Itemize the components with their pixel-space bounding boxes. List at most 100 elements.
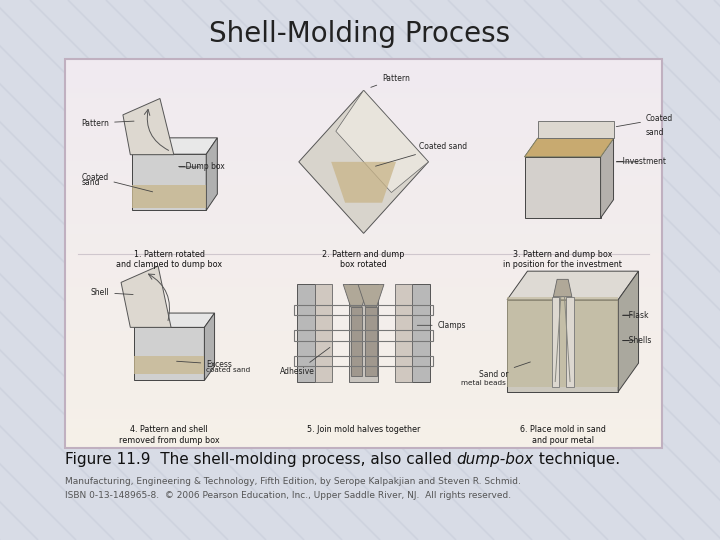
Bar bbox=[65, 399, 662, 404]
Polygon shape bbox=[554, 279, 572, 296]
Text: —Investment: —Investment bbox=[616, 157, 667, 166]
Text: —Dump box: —Dump box bbox=[179, 163, 225, 172]
Polygon shape bbox=[134, 313, 215, 327]
Bar bbox=[65, 384, 662, 390]
Text: sand: sand bbox=[646, 129, 665, 137]
Bar bbox=[412, 285, 431, 381]
Bar bbox=[65, 423, 662, 429]
Bar bbox=[348, 285, 379, 381]
Bar bbox=[65, 83, 662, 89]
Polygon shape bbox=[525, 157, 600, 218]
Bar bbox=[65, 151, 662, 157]
Text: metal beads: metal beads bbox=[461, 380, 505, 386]
Bar bbox=[65, 287, 662, 293]
Text: Shell-Molding Process: Shell-Molding Process bbox=[210, 20, 510, 48]
Bar bbox=[65, 219, 662, 225]
Bar bbox=[552, 296, 559, 387]
Bar bbox=[65, 355, 662, 361]
Bar bbox=[65, 117, 662, 123]
Text: 3. Pattern and dump box
in position for the investment: 3. Pattern and dump box in position for … bbox=[503, 249, 622, 269]
Bar bbox=[65, 146, 662, 152]
Bar bbox=[65, 307, 662, 312]
Bar bbox=[294, 330, 433, 341]
Bar bbox=[65, 297, 662, 302]
Bar bbox=[65, 239, 662, 244]
Bar bbox=[65, 78, 662, 84]
Text: Coated sand: Coated sand bbox=[376, 142, 467, 166]
Bar bbox=[65, 350, 662, 356]
Bar bbox=[65, 103, 662, 108]
Bar bbox=[65, 282, 662, 288]
Text: —Shells: —Shells bbox=[622, 336, 652, 345]
Bar bbox=[65, 312, 662, 317]
Bar bbox=[65, 59, 662, 448]
Text: 4. Pattern and shell
removed from dump box: 4. Pattern and shell removed from dump b… bbox=[119, 426, 220, 445]
Text: Sand or: Sand or bbox=[480, 362, 531, 379]
Bar bbox=[65, 389, 662, 395]
Bar bbox=[65, 258, 662, 264]
Text: 6. Place mold in sand
and pour metal: 6. Place mold in sand and pour metal bbox=[520, 426, 606, 445]
Text: Adhesive: Adhesive bbox=[280, 347, 330, 376]
Polygon shape bbox=[204, 313, 215, 381]
Text: Shell: Shell bbox=[91, 288, 133, 297]
Bar bbox=[65, 190, 662, 195]
Bar bbox=[65, 316, 662, 322]
Text: Figure 11.9  The shell-molding process, also called: Figure 11.9 The shell-molding process, a… bbox=[65, 452, 456, 467]
Bar bbox=[65, 107, 662, 113]
Bar bbox=[65, 210, 662, 215]
Bar bbox=[65, 122, 662, 127]
Bar bbox=[297, 285, 315, 381]
Polygon shape bbox=[538, 121, 613, 138]
Text: Pattern: Pattern bbox=[81, 119, 134, 127]
Bar bbox=[65, 205, 662, 210]
Bar bbox=[65, 418, 662, 424]
Bar bbox=[65, 98, 662, 103]
Text: 5. Join mold halves together: 5. Join mold halves together bbox=[307, 426, 420, 435]
Polygon shape bbox=[331, 162, 396, 202]
Bar bbox=[132, 185, 206, 208]
Bar bbox=[65, 268, 662, 273]
Bar bbox=[65, 234, 662, 239]
Bar bbox=[65, 176, 662, 181]
Text: Clamps: Clamps bbox=[418, 321, 466, 330]
Bar bbox=[366, 307, 377, 376]
Bar bbox=[65, 224, 662, 230]
Text: 2. Pattern and dump
box rotated: 2. Pattern and dump box rotated bbox=[323, 249, 405, 269]
Text: ISBN 0-13-148965-8.  © 2006 Pearson Education, Inc., Upper Saddle River, NJ.  Al: ISBN 0-13-148965-8. © 2006 Pearson Educa… bbox=[65, 490, 511, 500]
Bar bbox=[65, 166, 662, 171]
Polygon shape bbox=[121, 266, 171, 327]
Bar bbox=[65, 200, 662, 205]
Bar bbox=[65, 248, 662, 254]
Bar bbox=[567, 296, 574, 387]
Polygon shape bbox=[618, 271, 639, 392]
Text: Coated: Coated bbox=[616, 114, 673, 127]
Bar bbox=[65, 180, 662, 186]
Bar bbox=[315, 285, 332, 381]
Text: sand: sand bbox=[81, 178, 100, 187]
Text: technique.: technique. bbox=[534, 452, 620, 467]
Text: coated sand: coated sand bbox=[206, 367, 251, 373]
Text: Pattern: Pattern bbox=[371, 73, 410, 87]
Bar bbox=[65, 93, 662, 98]
Bar bbox=[65, 253, 662, 259]
Bar bbox=[65, 132, 662, 137]
Bar bbox=[65, 321, 662, 327]
Bar bbox=[65, 88, 662, 93]
Bar bbox=[65, 112, 662, 118]
Bar bbox=[65, 171, 662, 176]
Bar bbox=[351, 307, 361, 376]
Bar bbox=[65, 404, 662, 409]
Bar bbox=[65, 394, 662, 400]
Bar bbox=[65, 185, 662, 191]
Bar bbox=[507, 296, 618, 387]
Polygon shape bbox=[343, 285, 369, 307]
Bar bbox=[65, 73, 662, 79]
Bar bbox=[65, 414, 662, 419]
Bar bbox=[65, 302, 662, 307]
Polygon shape bbox=[525, 138, 613, 157]
Bar bbox=[65, 278, 662, 283]
Polygon shape bbox=[206, 138, 217, 211]
Bar bbox=[65, 137, 662, 142]
Bar bbox=[65, 370, 662, 375]
Bar bbox=[65, 375, 662, 380]
